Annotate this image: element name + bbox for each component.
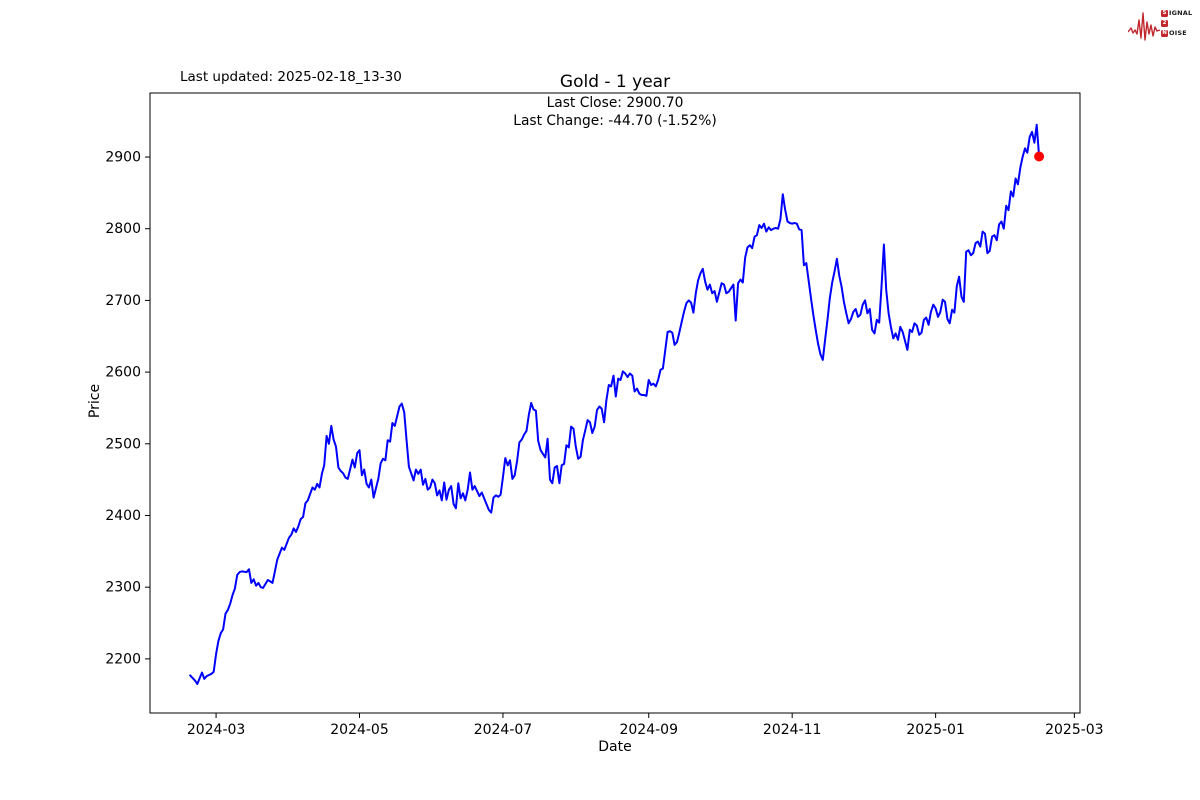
x-tick-label: 2024-05 (330, 722, 389, 738)
y-tick-label: 2500 (105, 436, 141, 452)
logo-wordmark: S IGNAL 2 N OISE (1161, 9, 1192, 39)
y-tick-label: 2900 (105, 150, 141, 166)
logo-letterbox-2: 2 (1161, 19, 1168, 27)
signal2noise-logo: S IGNAL 2 N OISE (1128, 6, 1198, 48)
last-updated-text: Last updated: 2025-02-18_13-30 (180, 69, 402, 85)
y-tick-label: 2600 (105, 365, 141, 381)
gold-price-line (189, 123, 1041, 685)
waveform-icon (1128, 12, 1160, 41)
x-tick-label: 2024-03 (187, 722, 246, 738)
y-tick-label: 2300 (105, 580, 141, 596)
y-tick-label: 2800 (105, 221, 141, 237)
logo-letterbox-s: S (1161, 9, 1168, 17)
y-tick-label: 2200 (105, 651, 141, 667)
last-close-annotation: Last Close: 2900.70 (546, 95, 684, 111)
logo-row-2: 2 (1161, 19, 1192, 28)
y-tick-label: 2700 (105, 293, 141, 309)
y-tick-label: 2400 (105, 508, 141, 524)
x-tick-label: 2024-07 (474, 722, 533, 738)
axes-spines (149, 92, 1081, 714)
last-change-annotation: Last Change: -44.70 (-1.52%) (513, 113, 717, 129)
x-tick-label: 2025-03 (1045, 722, 1104, 738)
x-axis-label: Date (598, 739, 632, 755)
logo-row-signal: S IGNAL (1161, 9, 1193, 18)
x-tick-label: 2024-09 (619, 722, 678, 738)
x-tick-label: 2024-11 (763, 722, 822, 738)
x-tick-label: 2025-01 (906, 722, 965, 738)
last-close-marker (1034, 151, 1045, 162)
logo-row-noise: N OISE (1161, 29, 1187, 38)
logo-letterbox-n: N (1161, 29, 1168, 37)
chart-title: Gold - 1 year (559, 72, 671, 92)
